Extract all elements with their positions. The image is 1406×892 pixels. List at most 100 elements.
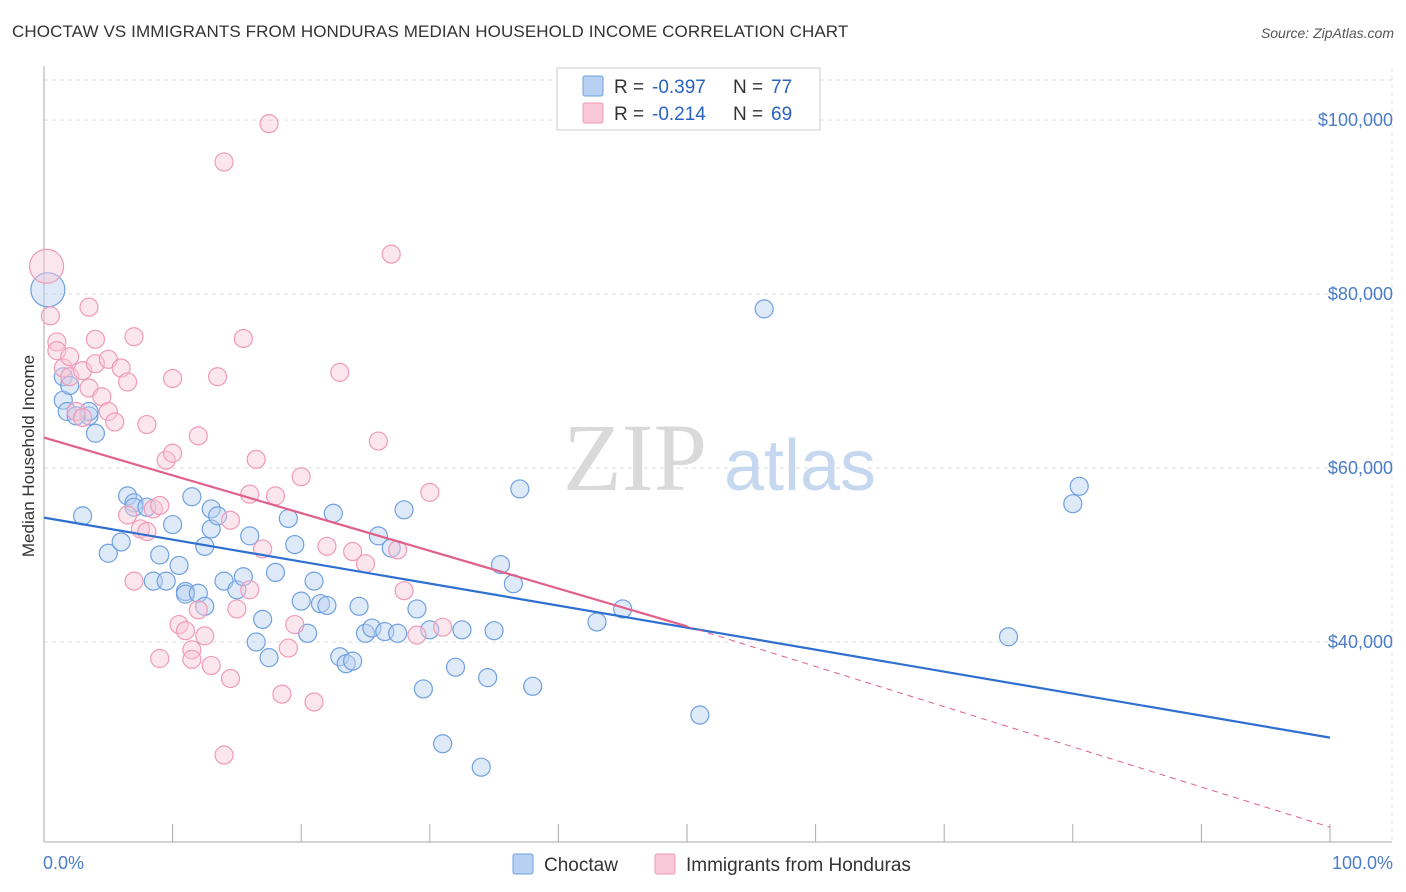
point-honduras-39 [201, 655, 221, 676]
point-honduras-5 [60, 347, 80, 367]
axis-ticks: $40,000 $60,000 $80,000 $100,000 0.0% 100.0% [43, 110, 1393, 873]
legend-swatch-honduras [582, 102, 604, 124]
point-choctaw-68 [587, 612, 607, 632]
legend-swatch-choctaw [582, 75, 604, 97]
point-honduras-17 [105, 412, 125, 432]
grid-lines [44, 68, 1393, 842]
point-honduras-25 [137, 414, 157, 435]
point-honduras-61 [355, 554, 376, 574]
point-honduras-36 [188, 600, 208, 620]
point-honduras-40 [208, 367, 228, 387]
point-choctaw-63 [484, 621, 504, 641]
point-choctaw-18 [169, 555, 189, 576]
trend-line-honduras [43, 436, 688, 628]
point-choctaw-38 [291, 591, 311, 611]
point-choctaw-66 [510, 479, 530, 499]
point-honduras-52 [265, 486, 286, 506]
y-tick-label-1: $60,000 [1328, 458, 1393, 478]
y-tick-label-2: $80,000 [1328, 284, 1393, 304]
legend-n-label-1: N = [733, 77, 763, 98]
point-honduras-66 [407, 625, 427, 645]
point-honduras-16 [98, 401, 118, 422]
point-choctaw-67 [523, 676, 543, 696]
point-honduras-59 [330, 362, 350, 382]
legend-r-value-1: -0.397 [652, 77, 706, 98]
point-choctaw-41 [310, 594, 331, 614]
point-choctaw-74 [1069, 476, 1089, 496]
point-honduras-21 [124, 327, 144, 347]
point-honduras-63 [381, 244, 401, 264]
point-choctaw-35 [265, 562, 286, 583]
point-honduras-54 [278, 638, 298, 658]
point-choctaw-8 [98, 543, 118, 563]
point-honduras-8 [72, 408, 93, 428]
point-choctaw-27 [208, 506, 228, 526]
point-choctaw-11 [124, 493, 144, 513]
trend-line-honduras-extension [686, 625, 1331, 828]
bottom-legend-label-choctaw: Choctaw [544, 855, 618, 876]
point-honduras-49 [246, 449, 266, 469]
point-honduras-38 [195, 626, 215, 646]
legend-box: R = -0.397 N = 77 R = -0.214 N = 69 [556, 67, 821, 131]
point-honduras-60 [343, 541, 363, 562]
point-honduras-20 [117, 505, 138, 525]
point-honduras-18 [111, 358, 131, 378]
point-choctaw-40 [304, 571, 324, 591]
legend-n-value-2: 69 [771, 104, 792, 125]
point-choctaw-46 [343, 651, 363, 671]
bottom-legend-label-honduras: Immigrants from Honduras [686, 855, 911, 876]
point-choctaw-21 [182, 487, 202, 507]
point-choctaw-48 [355, 623, 376, 643]
point-honduras-33 [175, 621, 196, 641]
x-tick-label-1: 100.0% [1332, 853, 1393, 873]
point-choctaw-55 [407, 599, 427, 619]
point-choctaw-33 [253, 609, 273, 629]
bottom-legend: Choctaw Immigrants from Honduras [512, 853, 911, 876]
axes [43, 66, 1392, 843]
point-honduras-1 [40, 306, 61, 326]
point-choctaw-9 [111, 532, 131, 552]
point-honduras-12 [85, 329, 106, 349]
point-choctaw-76 [66, 406, 86, 426]
point-choctaw-16 [156, 571, 176, 591]
point-honduras-65 [394, 581, 414, 601]
point-honduras-35 [182, 649, 202, 669]
point-honduras-45 [227, 599, 247, 619]
point-choctaw-59 [445, 657, 466, 677]
point-choctaw-32 [246, 632, 266, 652]
legend-n-value-1: 77 [771, 77, 792, 98]
y-tick-label-3: $100,000 [1318, 110, 1393, 130]
point-choctaw-31 [240, 526, 260, 546]
point-honduras-42 [214, 745, 234, 765]
point-choctaw-70 [690, 705, 710, 725]
y-tick-label-0: $40,000 [1328, 632, 1393, 652]
point-choctaw-42 [317, 595, 337, 616]
point-choctaw-69 [613, 599, 633, 619]
point-honduras-13 [85, 354, 106, 374]
point-choctaw-56 [413, 679, 433, 699]
point-choctaw-60 [452, 620, 472, 640]
point-honduras-41 [214, 152, 234, 172]
watermark-atlas: atlas [724, 426, 876, 506]
point-choctaw-34 [259, 648, 279, 668]
point-choctaw-47 [349, 596, 369, 616]
point-choctaw-64 [490, 554, 511, 575]
point-honduras-56 [291, 467, 311, 487]
point-choctaw-71 [754, 299, 774, 319]
point-choctaw-62 [478, 668, 498, 688]
x-tick-label-0: 0.0% [43, 853, 84, 873]
point-honduras-28 [150, 648, 170, 669]
point-honduras-44 [220, 668, 241, 689]
point-honduras-48 [240, 580, 260, 600]
point-honduras-37 [188, 426, 208, 446]
trend-lines [43, 436, 1331, 828]
legend-r-label-2: R = [614, 104, 644, 125]
data-points [28, 114, 1089, 777]
point-honduras-51 [259, 114, 279, 134]
legend-n-label-2: N = [733, 104, 763, 125]
bottom-legend-swatch-honduras [654, 853, 676, 875]
point-choctaw-73 [1063, 494, 1083, 514]
point-choctaw-6 [85, 423, 106, 443]
point-honduras-55 [285, 614, 305, 635]
